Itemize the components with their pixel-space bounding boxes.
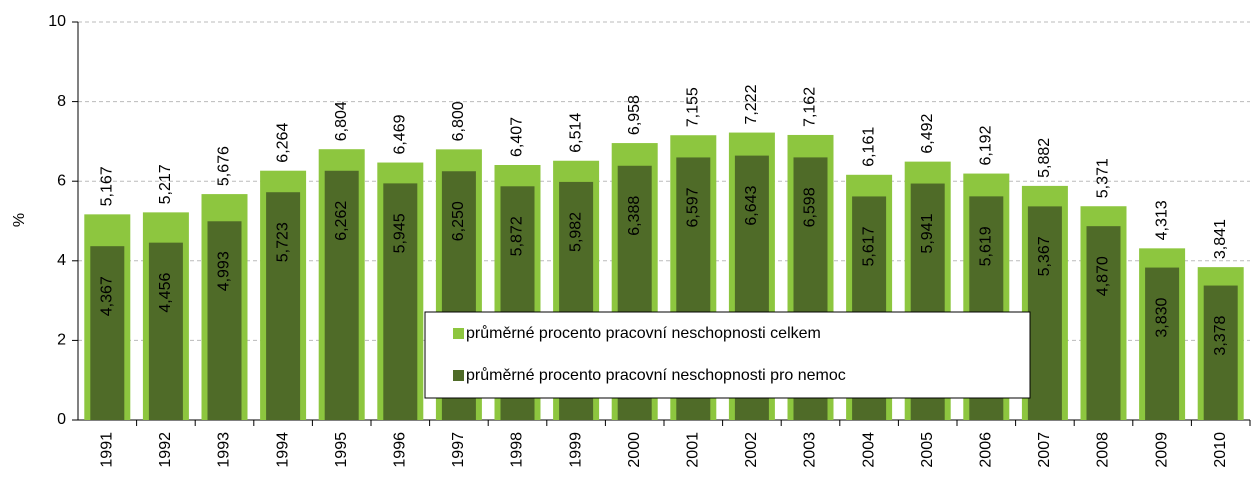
bar: [207, 221, 242, 420]
value-label: 6,598: [802, 187, 819, 227]
legend-label: průměrné procento pracovní neschopnosti …: [466, 366, 846, 384]
bar: [1086, 226, 1121, 420]
value-label: 6,192: [978, 125, 995, 165]
x-tick-label: 1991: [99, 432, 116, 468]
value-label: 6,388: [626, 196, 643, 236]
value-label: 5,723: [274, 222, 291, 262]
y-tick-label: 6: [57, 172, 66, 189]
value-label: 4,870: [1095, 256, 1112, 296]
value-label: 5,617: [860, 226, 877, 266]
value-label: 5,371: [1095, 158, 1112, 198]
value-label: 5,872: [509, 216, 526, 256]
value-label: 6,643: [743, 185, 760, 225]
x-tick-label: 1999: [567, 432, 584, 468]
x-tick-label: 2003: [802, 432, 819, 468]
x-tick-label: 2006: [978, 432, 995, 468]
value-label: 4,456: [157, 273, 174, 313]
x-tick-label: 2010: [1212, 432, 1229, 468]
value-label: 5,676: [216, 146, 233, 186]
bar: [90, 246, 125, 420]
value-label: 6,262: [333, 201, 350, 241]
value-label: 4,993: [216, 251, 233, 291]
y-tick-label: 10: [48, 13, 66, 30]
value-label: 6,800: [450, 101, 467, 141]
value-label: 6,407: [509, 117, 526, 157]
x-tick-label: 1994: [274, 432, 291, 468]
value-label: 5,941: [919, 213, 936, 253]
bar: [1203, 285, 1238, 420]
y-tick-label: 2: [57, 332, 66, 349]
value-label: 7,162: [802, 87, 819, 127]
x-tick-label: 2004: [860, 432, 877, 468]
y-axis-label: %: [11, 213, 28, 227]
y-tick-label: 4: [57, 252, 66, 269]
value-label: 6,250: [450, 201, 467, 241]
value-label: 5,167: [99, 166, 116, 206]
value-label: 6,492: [919, 113, 936, 153]
legend-swatch: [453, 370, 464, 381]
value-label: 6,958: [626, 95, 643, 135]
value-label: 5,217: [157, 164, 174, 204]
x-tick-label: 1997: [450, 432, 467, 468]
x-tick-label: 2007: [1036, 432, 1053, 468]
value-label: 6,514: [567, 113, 584, 153]
legend: [424, 311, 1031, 399]
bar: [324, 170, 359, 420]
x-tick-label: 1996: [392, 432, 409, 468]
x-tick-label: 2001: [685, 432, 702, 468]
bar: [266, 192, 301, 420]
value-label: 5,945: [392, 213, 409, 253]
value-label: 4,313: [1153, 200, 1170, 240]
x-tick-label: 2009: [1153, 432, 1170, 468]
x-tick-label: 2002: [743, 432, 760, 468]
x-tick-label: 1998: [509, 432, 526, 468]
x-tick-label: 1993: [216, 432, 233, 468]
value-label: 4,367: [99, 276, 116, 316]
value-label: 7,155: [685, 87, 702, 127]
value-label: 7,222: [743, 84, 760, 124]
legend-swatch: [453, 328, 464, 339]
bar: [148, 242, 183, 420]
value-label: 6,804: [333, 101, 350, 141]
value-label: 5,367: [1036, 236, 1053, 276]
value-label: 5,619: [978, 226, 995, 266]
bar: [383, 183, 418, 420]
value-label: 6,469: [392, 114, 409, 154]
x-tick-label: 2005: [919, 432, 936, 468]
x-tick-label: 1995: [333, 432, 350, 468]
value-label: 3,378: [1212, 315, 1229, 355]
value-label: 5,982: [567, 212, 584, 252]
x-tick-label: 2008: [1095, 432, 1112, 468]
value-label: 3,841: [1212, 219, 1229, 259]
x-tick-label: 2000: [626, 432, 643, 468]
bar: [1145, 267, 1180, 420]
value-label: 3,830: [1153, 297, 1170, 337]
bar: [1027, 206, 1062, 420]
y-tick-label: 0: [57, 411, 66, 428]
y-tick-label: 8: [57, 93, 66, 110]
value-label: 6,597: [685, 187, 702, 227]
x-tick-label: 1992: [157, 432, 174, 468]
legend-label: průměrné procento pracovní neschopnosti …: [466, 324, 821, 342]
value-label: 6,161: [860, 127, 877, 167]
value-label: 6,264: [274, 123, 291, 163]
value-label: 5,882: [1036, 138, 1053, 178]
